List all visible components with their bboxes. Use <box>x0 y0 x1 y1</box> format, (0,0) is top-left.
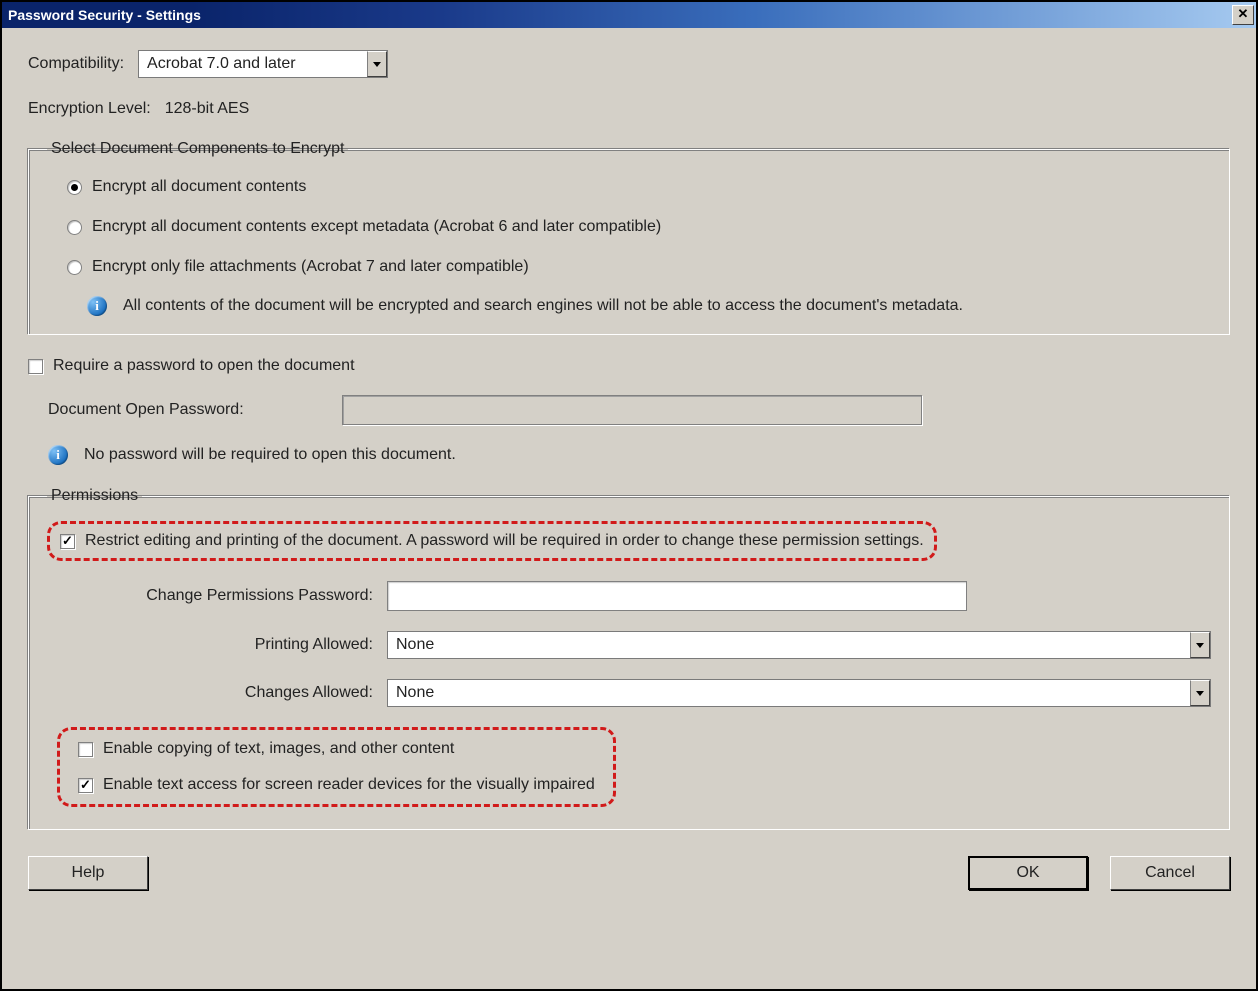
compatibility-row: Compatibility: Acrobat 7.0 and later <box>28 50 1230 78</box>
enable-screen-reader-label: Enable text access for screen reader dev… <box>103 776 595 794</box>
enable-options-highlight: Enable copying of text, images, and othe… <box>57 727 616 807</box>
ok-button-label: OK <box>1016 864 1039 882</box>
permissions-group: Permissions Restrict editing and printin… <box>28 487 1230 830</box>
password-security-dialog: Password Security - Settings ✕ Compatibi… <box>0 0 1258 991</box>
info-icon: i <box>48 445 68 465</box>
document-open-password-label: Document Open Password: <box>48 401 328 419</box>
change-permissions-password-row: Change Permissions Password: <box>47 581 1211 611</box>
radio-encrypt-all[interactable]: Encrypt all document contents <box>67 178 1211 196</box>
permissions-legend: Permissions <box>47 487 142 505</box>
compatibility-selected: Acrobat 7.0 and later <box>139 55 367 73</box>
radio-encrypt-attachments-label: Encrypt only file attachments (Acrobat 7… <box>92 258 529 276</box>
info-icon: i <box>87 296 107 316</box>
dropdown-button-icon <box>1190 632 1210 658</box>
encrypt-components-legend: Select Document Components to Encrypt <box>47 140 348 158</box>
checkbox-icon <box>60 534 75 549</box>
help-button-label: Help <box>72 864 105 882</box>
change-permissions-password-field[interactable] <box>387 581 967 611</box>
chevron-down-icon <box>1196 643 1204 648</box>
cancel-button[interactable]: Cancel <box>1110 856 1230 890</box>
checkbox-icon <box>78 742 93 757</box>
button-bar: Help OK Cancel <box>28 830 1230 890</box>
radio-encrypt-except-metadata[interactable]: Encrypt all document contents except met… <box>67 218 1211 236</box>
enable-copy-label: Enable copying of text, images, and othe… <box>103 740 454 758</box>
changes-allowed-row: Changes Allowed: None <box>47 679 1211 707</box>
restrict-highlight: Restrict editing and printing of the doc… <box>47 521 937 561</box>
checkbox-icon <box>78 778 93 793</box>
enable-screen-reader-checkbox[interactable]: Enable text access for screen reader dev… <box>78 776 595 794</box>
window-title: Password Security - Settings <box>8 7 1232 23</box>
radio-icon <box>67 220 82 235</box>
radio-icon <box>67 260 82 275</box>
dropdown-button-icon <box>1190 680 1210 706</box>
changes-allowed-dropdown[interactable]: None <box>387 679 1211 707</box>
printing-allowed-selected: None <box>388 636 1190 654</box>
titlebar: Password Security - Settings ✕ <box>2 2 1256 28</box>
open-password-info-row: i No password will be required to open t… <box>48 445 1230 465</box>
encryption-value: 128-bit AES <box>165 100 250 118</box>
ok-button[interactable]: OK <box>968 856 1088 890</box>
encrypt-components-group: Select Document Components to Encrypt En… <box>28 140 1230 335</box>
compatibility-dropdown[interactable]: Acrobat 7.0 and later <box>138 50 388 78</box>
restrict-editing-checkbox[interactable]: Restrict editing and printing of the doc… <box>60 532 924 550</box>
encrypt-info-text: All contents of the document will be enc… <box>123 297 963 315</box>
compatibility-label: Compatibility: <box>28 55 124 73</box>
radio-encrypt-except-metadata-label: Encrypt all document contents except met… <box>92 218 661 236</box>
cancel-button-label: Cancel <box>1145 864 1195 882</box>
chevron-down-icon <box>373 62 381 67</box>
enable-copy-checkbox[interactable]: Enable copying of text, images, and othe… <box>78 740 595 758</box>
help-button[interactable]: Help <box>28 856 148 890</box>
printing-allowed-dropdown[interactable]: None <box>387 631 1211 659</box>
document-open-password-row: Document Open Password: <box>48 395 1230 425</box>
document-open-password-field <box>342 395 922 425</box>
checkbox-icon <box>28 359 43 374</box>
require-open-password-label: Require a password to open the document <box>53 357 355 375</box>
dropdown-button-icon <box>367 51 387 77</box>
printing-allowed-row: Printing Allowed: None <box>47 631 1211 659</box>
restrict-editing-label: Restrict editing and printing of the doc… <box>85 532 924 550</box>
open-password-info-text: No password will be required to open thi… <box>84 446 456 464</box>
chevron-down-icon <box>1196 691 1204 696</box>
change-permissions-password-label: Change Permissions Password: <box>47 587 387 605</box>
encryption-label: Encryption Level: <box>28 100 151 118</box>
encrypt-info-row: i All contents of the document will be e… <box>87 296 1211 316</box>
changes-allowed-selected: None <box>388 684 1190 702</box>
dialog-body: Compatibility: Acrobat 7.0 and later Enc… <box>2 28 1256 989</box>
require-open-password-checkbox[interactable]: Require a password to open the document <box>28 357 1230 375</box>
printing-allowed-label: Printing Allowed: <box>47 636 387 654</box>
radio-icon <box>67 180 82 195</box>
close-button[interactable]: ✕ <box>1232 5 1254 25</box>
radio-encrypt-attachments[interactable]: Encrypt only file attachments (Acrobat 7… <box>67 258 1211 276</box>
encryption-level-row: Encryption Level: 128-bit AES <box>28 100 1230 118</box>
radio-encrypt-all-label: Encrypt all document contents <box>92 178 306 196</box>
changes-allowed-label: Changes Allowed: <box>47 684 387 702</box>
